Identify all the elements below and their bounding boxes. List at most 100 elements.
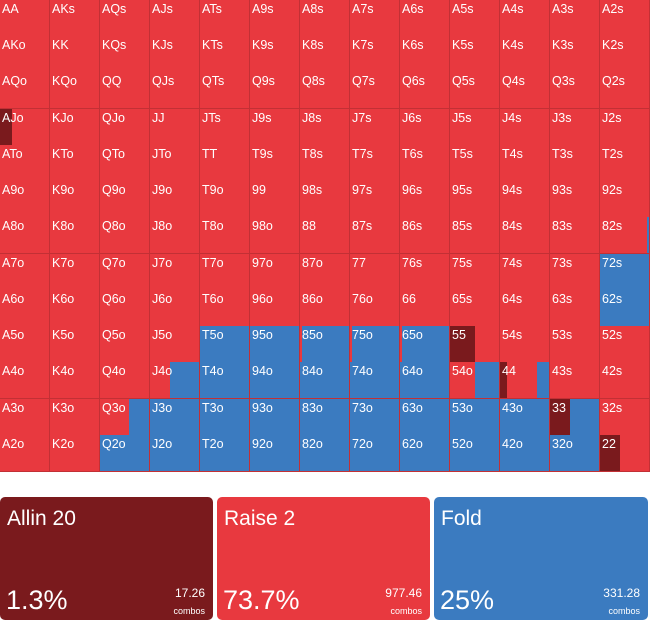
hand-cell[interactable]: AA bbox=[0, 0, 50, 37]
hand-cell[interactable]: T3o bbox=[200, 398, 250, 436]
hand-cell[interactable]: 43o bbox=[500, 398, 550, 436]
hand-cell[interactable]: 75s bbox=[450, 253, 500, 291]
hand-cell[interactable]: JJ bbox=[150, 108, 200, 146]
hand-cell[interactable]: 54o bbox=[450, 362, 500, 400]
hand-cell[interactable]: AJo bbox=[0, 108, 50, 146]
hand-cell[interactable]: 77 bbox=[350, 253, 400, 291]
hand-cell[interactable]: QQ bbox=[100, 72, 150, 110]
hand-cell[interactable]: 96s bbox=[400, 181, 450, 219]
hand-cell[interactable]: A4o bbox=[0, 362, 50, 400]
hand-cell[interactable]: T7s bbox=[350, 144, 400, 182]
hand-cell[interactable]: J8s bbox=[300, 108, 350, 146]
fold-summary-card[interactable]: Fold 25% 331.28 combos bbox=[434, 497, 648, 620]
hand-cell[interactable]: TT bbox=[200, 144, 250, 182]
hand-cell[interactable]: 92o bbox=[250, 434, 300, 472]
hand-cell[interactable]: A4s bbox=[500, 0, 550, 37]
hand-cell[interactable]: 84s bbox=[500, 217, 550, 255]
hand-cell[interactable]: QTo bbox=[100, 144, 150, 182]
hand-cell[interactable]: T8o bbox=[200, 217, 250, 255]
hand-cell[interactable]: 88 bbox=[300, 217, 350, 255]
hand-cell[interactable]: 83o bbox=[300, 398, 350, 436]
hand-cell[interactable]: 98s bbox=[300, 181, 350, 219]
hand-cell[interactable]: 65s bbox=[450, 289, 500, 327]
hand-cell[interactable]: A7o bbox=[0, 253, 50, 291]
hand-cell[interactable]: 94s bbox=[500, 181, 550, 219]
hand-cell[interactable]: 72o bbox=[350, 434, 400, 472]
hand-cell[interactable]: 44 bbox=[500, 362, 550, 400]
hand-cell[interactable]: 42s bbox=[600, 362, 650, 400]
hand-cell[interactable]: KJo bbox=[50, 108, 100, 146]
hand-cell[interactable]: JTs bbox=[200, 108, 250, 146]
hand-cell[interactable]: J6o bbox=[150, 289, 200, 327]
hand-cell[interactable]: T6o bbox=[200, 289, 250, 327]
hand-cell[interactable]: A9s bbox=[250, 0, 300, 37]
hand-cell[interactable]: QTs bbox=[200, 72, 250, 110]
hand-cell[interactable]: Q4s bbox=[500, 72, 550, 110]
hand-cell[interactable]: J2o bbox=[150, 434, 200, 472]
hand-cell[interactable]: J6s bbox=[400, 108, 450, 146]
hand-cell[interactable]: K3s bbox=[550, 36, 600, 74]
hand-cell[interactable]: 93s bbox=[550, 181, 600, 219]
hand-cell[interactable]: 62o bbox=[400, 434, 450, 472]
hand-cell[interactable]: 52s bbox=[600, 326, 650, 364]
hand-cell[interactable]: T4o bbox=[200, 362, 250, 400]
hand-cell[interactable]: 75o bbox=[350, 326, 400, 364]
hand-cell[interactable]: 63s bbox=[550, 289, 600, 327]
hand-cell[interactable]: 73o bbox=[350, 398, 400, 436]
hand-cell[interactable]: J2s bbox=[600, 108, 650, 146]
hand-cell[interactable]: 96o bbox=[250, 289, 300, 327]
hand-cell[interactable]: 84o bbox=[300, 362, 350, 400]
hand-cell[interactable]: A3o bbox=[0, 398, 50, 436]
hand-cell[interactable]: AJs bbox=[150, 0, 200, 37]
hand-cell[interactable]: K5s bbox=[450, 36, 500, 74]
hand-cell[interactable]: Q2o bbox=[100, 434, 150, 472]
hand-cell[interactable]: 97o bbox=[250, 253, 300, 291]
hand-cell[interactable]: 73s bbox=[550, 253, 600, 291]
hand-cell[interactable]: A6o bbox=[0, 289, 50, 327]
hand-cell[interactable]: 32s bbox=[600, 398, 650, 436]
hand-cell[interactable]: 74o bbox=[350, 362, 400, 400]
hand-cell[interactable]: Q9o bbox=[100, 181, 150, 219]
hand-cell[interactable]: A5s bbox=[450, 0, 500, 37]
hand-cell[interactable]: KQs bbox=[100, 36, 150, 74]
hand-cell[interactable]: 92s bbox=[600, 181, 650, 219]
hand-cell[interactable]: A5o bbox=[0, 326, 50, 364]
hand-cell[interactable]: T9s bbox=[250, 144, 300, 182]
hand-cell[interactable]: 82s bbox=[600, 217, 650, 255]
hand-cell[interactable]: AKo bbox=[0, 36, 50, 74]
hand-cell[interactable]: 43s bbox=[550, 362, 600, 400]
hand-cell[interactable]: J5s bbox=[450, 108, 500, 146]
hand-cell[interactable]: 65o bbox=[400, 326, 450, 364]
hand-cell[interactable]: J4s bbox=[500, 108, 550, 146]
hand-cell[interactable]: 85o bbox=[300, 326, 350, 364]
hand-cell[interactable]: 98o bbox=[250, 217, 300, 255]
hand-cell[interactable]: KJs bbox=[150, 36, 200, 74]
hand-cell[interactable]: J7s bbox=[350, 108, 400, 146]
hand-cell[interactable]: J3s bbox=[550, 108, 600, 146]
hand-cell[interactable]: K7s bbox=[350, 36, 400, 74]
hand-cell[interactable]: T8s bbox=[300, 144, 350, 182]
hand-cell[interactable]: QJo bbox=[100, 108, 150, 146]
hand-cell[interactable]: T2o bbox=[200, 434, 250, 472]
hand-cell[interactable]: K8o bbox=[50, 217, 100, 255]
hand-cell[interactable]: 83s bbox=[550, 217, 600, 255]
hand-cell[interactable]: Q7o bbox=[100, 253, 150, 291]
hand-cell[interactable]: KTs bbox=[200, 36, 250, 74]
hand-cell[interactable]: Q6s bbox=[400, 72, 450, 110]
hand-cell[interactable]: A9o bbox=[0, 181, 50, 219]
hand-cell[interactable]: 66 bbox=[400, 289, 450, 327]
hand-cell[interactable]: K7o bbox=[50, 253, 100, 291]
hand-cell[interactable]: K4s bbox=[500, 36, 550, 74]
hand-cell[interactable]: 76o bbox=[350, 289, 400, 327]
hand-cell[interactable]: 95s bbox=[450, 181, 500, 219]
hand-cell[interactable]: J9s bbox=[250, 108, 300, 146]
hand-cell[interactable]: T2s bbox=[600, 144, 650, 182]
hand-cell[interactable]: 32o bbox=[550, 434, 600, 472]
hand-cell[interactable]: T7o bbox=[200, 253, 250, 291]
hand-cell[interactable]: A3s bbox=[550, 0, 600, 37]
hand-cell[interactable]: J7o bbox=[150, 253, 200, 291]
hand-cell[interactable]: Q2s bbox=[600, 72, 650, 110]
hand-cell[interactable]: K9s bbox=[250, 36, 300, 74]
hand-cell[interactable]: Q8o bbox=[100, 217, 150, 255]
hand-cell[interactable]: AQs bbox=[100, 0, 150, 37]
